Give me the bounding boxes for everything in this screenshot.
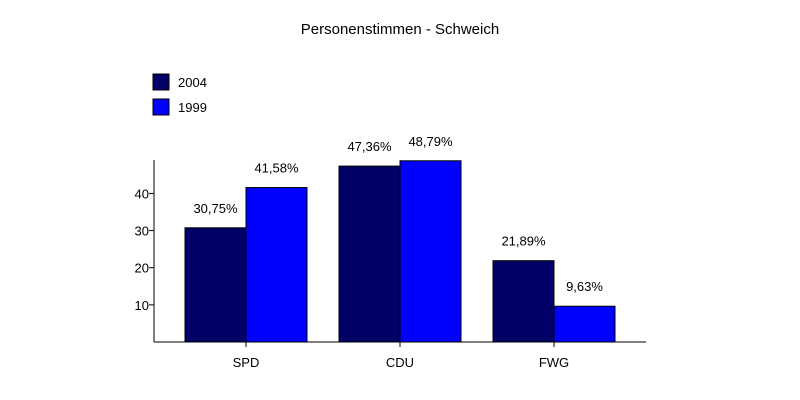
y-tick-label-20: 20 (135, 261, 149, 276)
x-tick-label-fwg: FWG (539, 355, 569, 370)
bar-fwg-1999 (553, 305, 616, 343)
chart-title: Personenstimmen - Schweich (301, 21, 499, 38)
axes-group: 10 20 30 40 SPD CDU FWG (135, 160, 646, 370)
data-label-fwg-2004: 21,89% (501, 234, 546, 249)
x-tick-label-cdu: CDU (386, 355, 414, 370)
bar-cdu-2004 (338, 165, 401, 343)
data-label-cdu-1999: 48,79% (408, 134, 453, 149)
data-label-fwg-1999: 9,63% (566, 279, 603, 294)
legend-label-1999: 1999 (178, 100, 207, 115)
legend-swatch-1999 (152, 98, 170, 116)
bars-group: 30,75% 41,58% 47,36% 48,79% 21,89% 9,63% (184, 134, 616, 343)
data-label-spd-2004: 30,75% (193, 201, 238, 216)
legend-swatch-2004 (152, 73, 170, 91)
y-tick-label-40: 40 (135, 186, 149, 201)
bar-cdu-1999 (399, 160, 462, 343)
x-tick-label-spd: SPD (233, 355, 260, 370)
data-label-spd-1999: 41,58% (254, 161, 299, 176)
bar-spd-1999 (245, 187, 308, 343)
bar-spd-2004 (184, 227, 247, 343)
data-label-cdu-2004: 47,36% (347, 139, 392, 154)
legend: 2004 1999 (152, 73, 207, 116)
y-tick-label-10: 10 (135, 298, 149, 313)
y-tick-label-30: 30 (135, 224, 149, 239)
legend-label-2004: 2004 (178, 75, 207, 90)
bar-fwg-2004 (492, 260, 555, 343)
